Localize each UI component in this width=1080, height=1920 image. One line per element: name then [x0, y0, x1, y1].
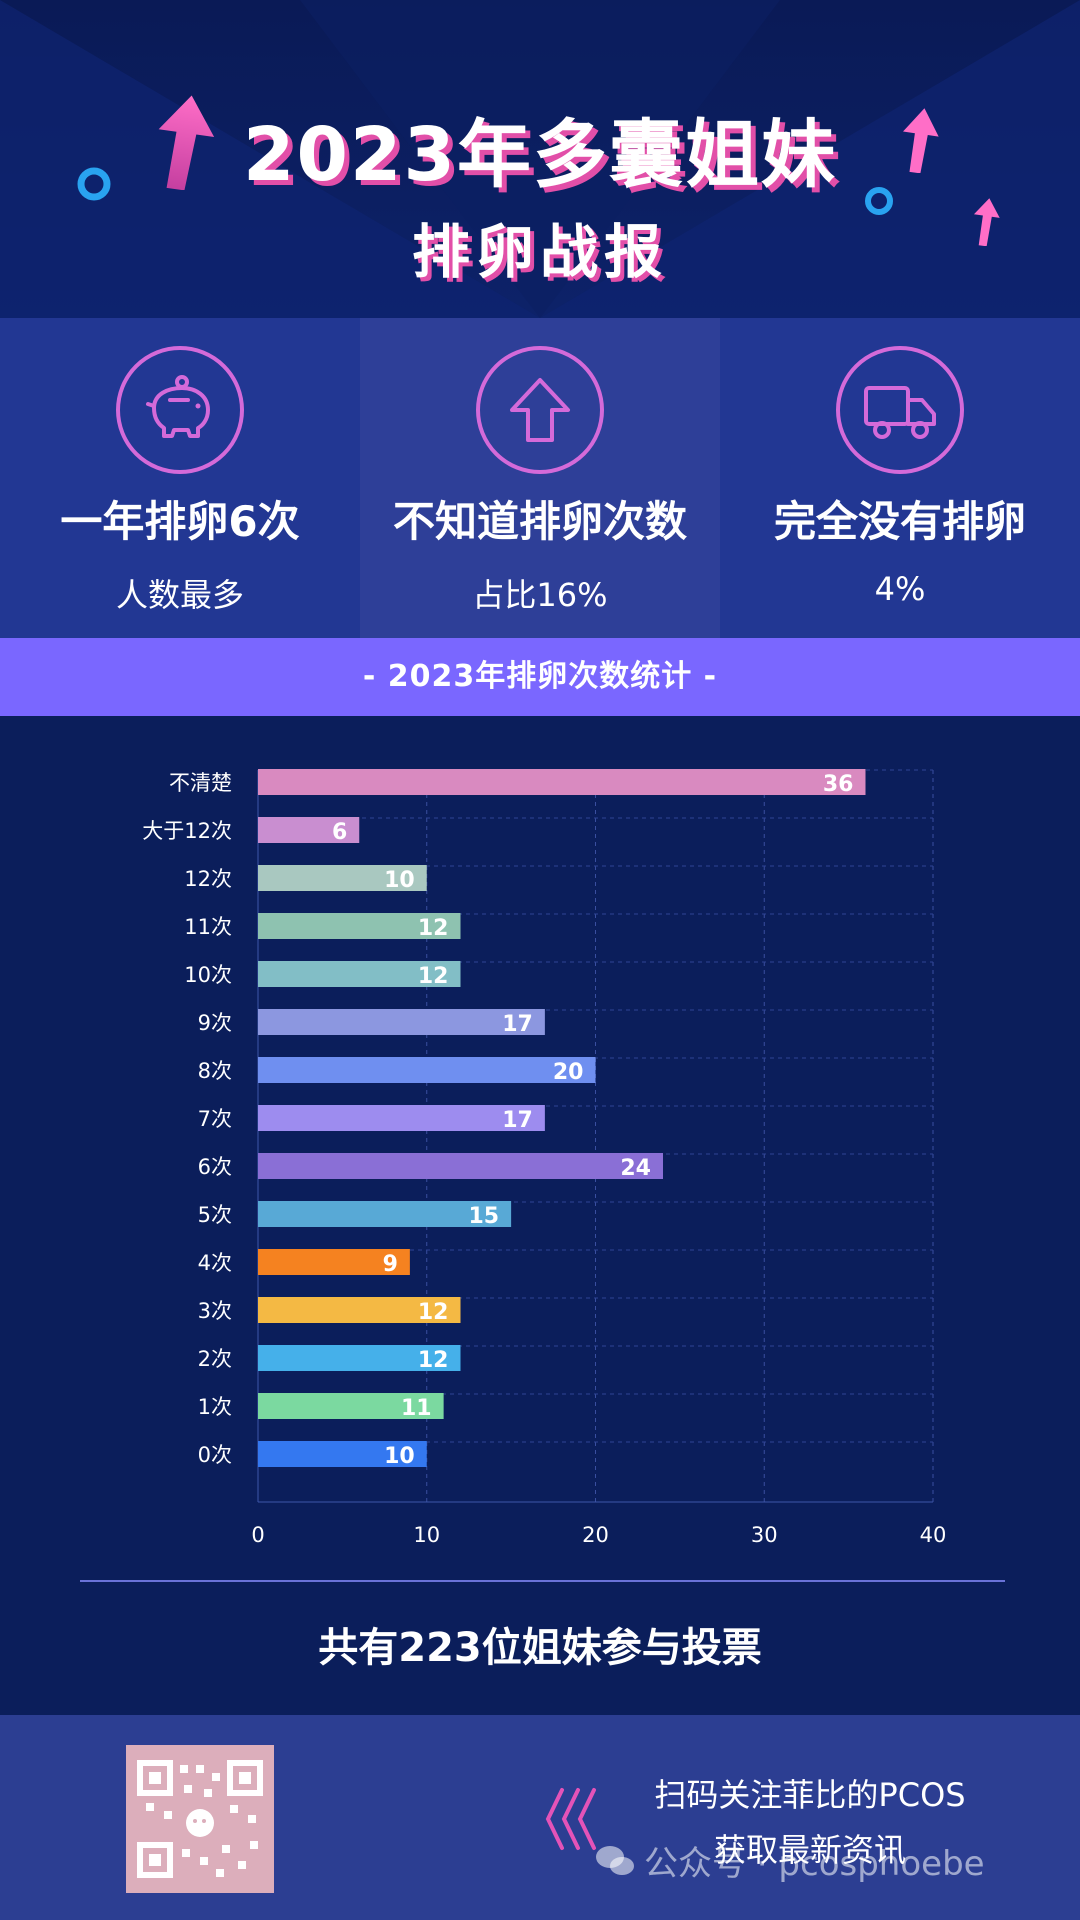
- tick-label: 30: [751, 1523, 778, 1547]
- arrow-up-icon: [903, 108, 939, 173]
- icon-ring: [116, 346, 244, 474]
- bar: [258, 1201, 512, 1227]
- bar: [258, 1345, 461, 1371]
- bar: [258, 1153, 663, 1179]
- icon-ring: [476, 346, 604, 474]
- chevrons-icon: [545, 1788, 596, 1850]
- category-label: 4次: [198, 1251, 232, 1275]
- data-label: 10: [384, 868, 415, 893]
- category-label: 1次: [198, 1395, 232, 1419]
- category-label: 2次: [198, 1347, 232, 1371]
- category-label: 7次: [198, 1107, 232, 1131]
- stat-headline: 一年排卵6次: [60, 497, 300, 546]
- watermark: 公众号 · pcosphoebe: [644, 1844, 985, 1884]
- data-label: 17: [502, 1108, 533, 1133]
- category-label: 大于12次: [142, 819, 232, 843]
- arrow-up-icon: [510, 378, 570, 442]
- bar: [258, 769, 866, 795]
- tick-label: 10: [413, 1523, 440, 1547]
- stat-card: 一年排卵6次 人数最多: [0, 318, 360, 638]
- bar: [258, 1105, 545, 1131]
- category-label: 5次: [198, 1203, 232, 1227]
- divider: [80, 1580, 1005, 1582]
- data-label: 11: [401, 1396, 432, 1421]
- category-label: 12次: [184, 867, 232, 891]
- bar: [258, 1009, 545, 1035]
- ring-decoration-icon: [865, 187, 893, 215]
- wechat-icon: [596, 1846, 634, 1875]
- qr-code[interactable]: [126, 1745, 274, 1893]
- data-label: 15: [469, 1204, 500, 1229]
- bar: [258, 817, 360, 843]
- category-label: 10次: [184, 963, 232, 987]
- tick-label: 0: [251, 1523, 264, 1547]
- data-label: 36: [823, 772, 854, 797]
- category-label: 11次: [184, 915, 232, 939]
- stat-headline: 不知道排卵次数: [392, 497, 687, 546]
- page-subtitle: 排卵战报: [411, 218, 668, 286]
- bar: [258, 865, 427, 891]
- stat-card: 不知道排卵次数 占比16%: [360, 318, 720, 638]
- category-label: 3次: [198, 1299, 232, 1323]
- bar: [258, 961, 461, 987]
- data-label: 12: [418, 964, 449, 989]
- page-title: 2023年多囊姐妹: [243, 112, 837, 198]
- tick-label: 20: [582, 1523, 609, 1547]
- truck-icon: [864, 386, 936, 439]
- data-label: 20: [553, 1060, 584, 1085]
- data-label: 12: [418, 1300, 449, 1325]
- section-title: - 2023年排卵次数统计 -: [0, 638, 1080, 716]
- bar: [258, 1297, 461, 1323]
- bar: [258, 1441, 427, 1467]
- stat-detail: 4%: [874, 570, 926, 608]
- data-label: 6: [332, 820, 347, 845]
- data-label: 12: [418, 916, 449, 941]
- data-label: 17: [502, 1012, 533, 1037]
- header-background-rays: [0, 0, 1080, 318]
- qr-code-icon: [137, 1760, 263, 1878]
- ring-decoration-icon: [77, 167, 111, 201]
- stat-detail: 人数最多: [115, 576, 244, 614]
- icon-ring: [836, 346, 964, 474]
- data-label: 24: [620, 1156, 651, 1181]
- bar-chart: 不清楚 36 大于12次 6 12次 10 11次 12 10次 12 9次 17 8次 20 7次 17 6次…: [142, 769, 947, 1547]
- bar: [258, 1249, 410, 1275]
- data-label: 10: [384, 1444, 415, 1469]
- bar: [258, 1393, 444, 1419]
- stat-card: 完全没有排卵 4%: [720, 318, 1080, 638]
- bar: [258, 1057, 596, 1083]
- piggy-bank-icon: [146, 375, 210, 438]
- category-label: 不清楚: [169, 771, 232, 795]
- vote-summary: 共有223位姐妹参与投票: [318, 1625, 762, 1671]
- category-label: 8次: [198, 1059, 232, 1083]
- category-label: 0次: [198, 1443, 232, 1467]
- data-label: 9: [383, 1252, 398, 1277]
- follow-cta-subline: 获取最新资讯: [713, 1831, 906, 1869]
- category-label: 9次: [198, 1011, 232, 1035]
- arrow-up-icon: [158, 95, 215, 190]
- stat-detail: 占比16%: [472, 576, 608, 614]
- data-label: 12: [418, 1348, 449, 1373]
- follow-cta: 扫码关注菲比的PCOS: [654, 1776, 966, 1814]
- stat-headline: 完全没有排卵: [773, 497, 1026, 546]
- bar: [258, 913, 461, 939]
- category-label: 6次: [198, 1155, 232, 1179]
- header-banner: [0, 0, 1080, 318]
- arrow-up-icon: [973, 198, 1000, 246]
- tick-label: 40: [920, 1523, 947, 1547]
